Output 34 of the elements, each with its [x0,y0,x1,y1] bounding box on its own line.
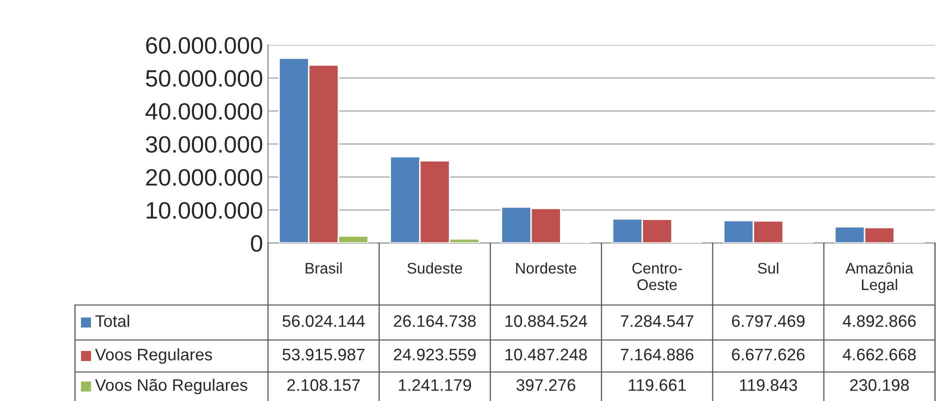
y-tick-label: 30.000.000 [146,136,262,153]
data-label: 397.276 [516,379,576,391]
y-tick-label: 40.000.000 [146,103,262,120]
y-tick-label: 20.000.000 [146,169,262,186]
y-tick-label: 0 [250,235,262,252]
y-tick-label: 60.000.000 [146,37,262,54]
data-label: 119.661 [628,379,686,391]
data-label: 26.164.738 [394,315,476,327]
data-label: 2.108.157 [287,379,360,391]
legend-label: Voos Regulares [95,348,212,364]
data-label: 230.198 [850,379,909,391]
data-label: 7.164.886 [620,348,694,360]
data-label: 24.923.559 [394,348,476,360]
x-tick-label: Sudeste [407,262,462,274]
y-tick-label: 50.000.000 [146,70,262,87]
data-label: 10.487.248 [505,348,587,360]
data-label: 119.843 [740,379,798,391]
legend-label: Voos Não Regulares [95,378,248,394]
y-tick-label: 10.000.000 [146,202,262,219]
data-label: 4.662.668 [842,348,916,360]
x-tick-label: Nordeste [516,262,576,274]
data-label: 10.884.524 [505,315,588,327]
data-label: 56.024.144 [282,315,365,327]
data-label: 53.915.987 [282,348,364,360]
x-tick-label: Centro- Oeste [632,262,682,290]
x-tick-label: Brasil [306,262,342,274]
x-tick-label: Sul [758,262,778,274]
data-label: 1.241.179 [398,379,472,391]
x-tick-label: Amazônia Legal [845,262,914,294]
data-label: 6.677.626 [732,348,805,360]
legend-label: Total [95,314,130,327]
data-label: 6.797.469 [732,315,805,327]
data-label: 7.284.547 [620,315,694,327]
data-label: 4.892.866 [842,315,916,327]
